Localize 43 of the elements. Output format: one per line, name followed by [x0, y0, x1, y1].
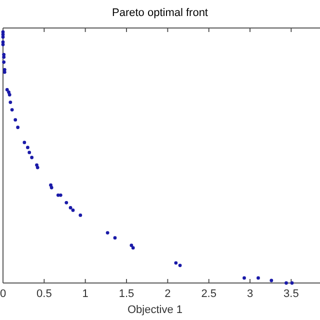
- point: [256, 276, 260, 280]
- point: [1, 42, 5, 46]
- point: [290, 281, 294, 285]
- point: [131, 246, 135, 250]
- point: [2, 60, 6, 64]
- chart-title: Pareto optimal front: [112, 7, 208, 19]
- point: [113, 236, 117, 240]
- point: [26, 146, 30, 150]
- x-tick-label: 3.5: [284, 288, 299, 300]
- point: [68, 206, 72, 210]
- x-tick-label: 1.5: [118, 288, 134, 300]
- x-tick-label: 2.5: [201, 288, 216, 300]
- point: [5, 88, 9, 92]
- point: [10, 108, 14, 112]
- point: [178, 264, 182, 268]
- point: [106, 231, 110, 234]
- point: [22, 140, 26, 144]
- point: [71, 208, 75, 212]
- point: [64, 200, 68, 204]
- point: [174, 261, 178, 265]
- x-tick-label: 0.5: [36, 288, 52, 300]
- point: [58, 193, 62, 197]
- point: [36, 166, 40, 170]
- point: [28, 150, 32, 154]
- point: [130, 244, 134, 248]
- x-axis-title: Objective 1: [127, 304, 183, 316]
- point: [8, 93, 12, 96]
- point: [270, 278, 274, 282]
- point: [16, 126, 20, 130]
- point: [2, 55, 6, 59]
- point: [14, 118, 18, 122]
- point: [30, 156, 34, 160]
- x-tick-label: 3: [246, 288, 254, 300]
- point: [284, 281, 288, 285]
- x-tick-label: 1: [82, 288, 88, 300]
- point: [1, 35, 5, 39]
- point: [50, 186, 54, 190]
- point: [78, 214, 82, 217]
- point: [2, 70, 6, 74]
- x-tick-label: 0: [0, 288, 6, 300]
- x-tick-label: 2: [164, 288, 171, 300]
- point: [8, 100, 12, 104]
- point: [242, 276, 246, 280]
